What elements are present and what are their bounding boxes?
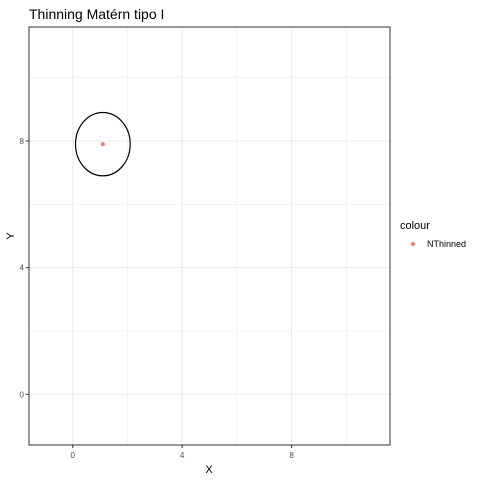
- legend-title: colour: [400, 220, 430, 232]
- thinning-circle: [74, 111, 131, 177]
- x-axis: 0 4 8: [71, 445, 294, 460]
- legend-key: [411, 242, 415, 246]
- x-tick-label: 8: [289, 451, 294, 460]
- y-tick-label: 8: [20, 137, 25, 146]
- major-gridlines: [29, 27, 390, 445]
- x-tick-label: 4: [180, 451, 185, 460]
- y-axis: 0 4 8: [20, 137, 29, 399]
- plot-panel: [29, 27, 390, 445]
- minor-gridlines: [29, 27, 390, 445]
- x-tick-label: 0: [71, 451, 76, 460]
- x-axis-title: X: [205, 464, 213, 476]
- y-tick-label: 0: [20, 390, 25, 399]
- data-point-nthinned: [100, 142, 105, 147]
- panel-border: [28, 26, 391, 446]
- y-axis-title: Y: [5, 232, 17, 240]
- chart-title: Thinning Matérn tipo I: [29, 6, 164, 22]
- data-layer: [74, 111, 131, 177]
- y-tick-label: 4: [20, 264, 25, 273]
- legend: colour NThinned: [400, 220, 466, 249]
- legend-label: NThinned: [427, 239, 466, 249]
